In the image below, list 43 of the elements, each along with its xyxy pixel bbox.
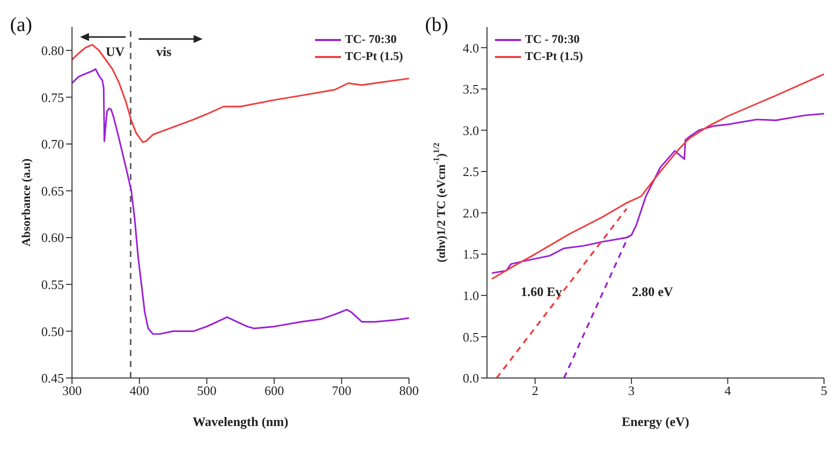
chart-title: (a) [10,14,32,37]
chart-title: (b) [425,14,448,37]
y-tick-label: 1.5 [462,246,479,262]
legend-label: TC-Pt (1.5) [525,49,583,64]
annotation: vis [156,44,172,60]
line-series [491,73,824,280]
annotation: UV [106,44,124,60]
x-tick-label: 300 [62,383,82,398]
y-tick-label: 3.0 [462,122,479,138]
x-axis-title: Energy (eV) [622,414,690,429]
y-tick-label: 0.65 [41,183,64,198]
legend-label: TC-Pt (1.5) [345,49,403,64]
y-tick-label: 0.0 [462,370,479,386]
legend-label: TC- 70:30 [345,32,397,47]
y-tick-label: 2.0 [462,205,479,220]
x-tick-label: 4 [724,383,732,398]
x-tick-label: 600 [264,383,284,398]
y-tick-label: 0.5 [462,329,479,344]
x-tick-label: 5 [820,383,828,398]
x-axis-title: Wavelength (nm) [192,414,288,429]
y-tick-label: 0.45 [41,370,64,386]
x-tick-label: 2 [532,383,538,398]
x-tick-label: 800 [399,383,419,398]
line-series [72,68,409,335]
y-tick-label: 2.5 [462,164,479,180]
legend-label: TC - 70:30 [525,32,580,47]
y-tick-label: 0.60 [41,230,64,246]
y-tick-label: 0.50 [41,324,64,339]
annotation: 1.60 Ev [520,284,562,300]
y-tick-label: 0.80 [41,43,64,58]
annotation: 2.80 eV [632,284,674,300]
line-series [72,44,409,143]
y-axis-title: Absorbance (a.u) [19,158,33,247]
y-tick-label: 0.70 [41,136,64,152]
x-tick-label: 3 [628,383,635,398]
x-tick-label: 400 [130,383,150,398]
x-tick-label: 700 [332,383,352,398]
y-tick-label: 4.0 [462,40,479,56]
y-tick-label: 1.0 [462,288,479,304]
y-tick-label: 0.55 [41,277,64,292]
y-tick-label: 3.5 [462,82,479,97]
x-tick-label: 500 [197,383,217,398]
y-tick-label: 0.75 [41,90,64,105]
